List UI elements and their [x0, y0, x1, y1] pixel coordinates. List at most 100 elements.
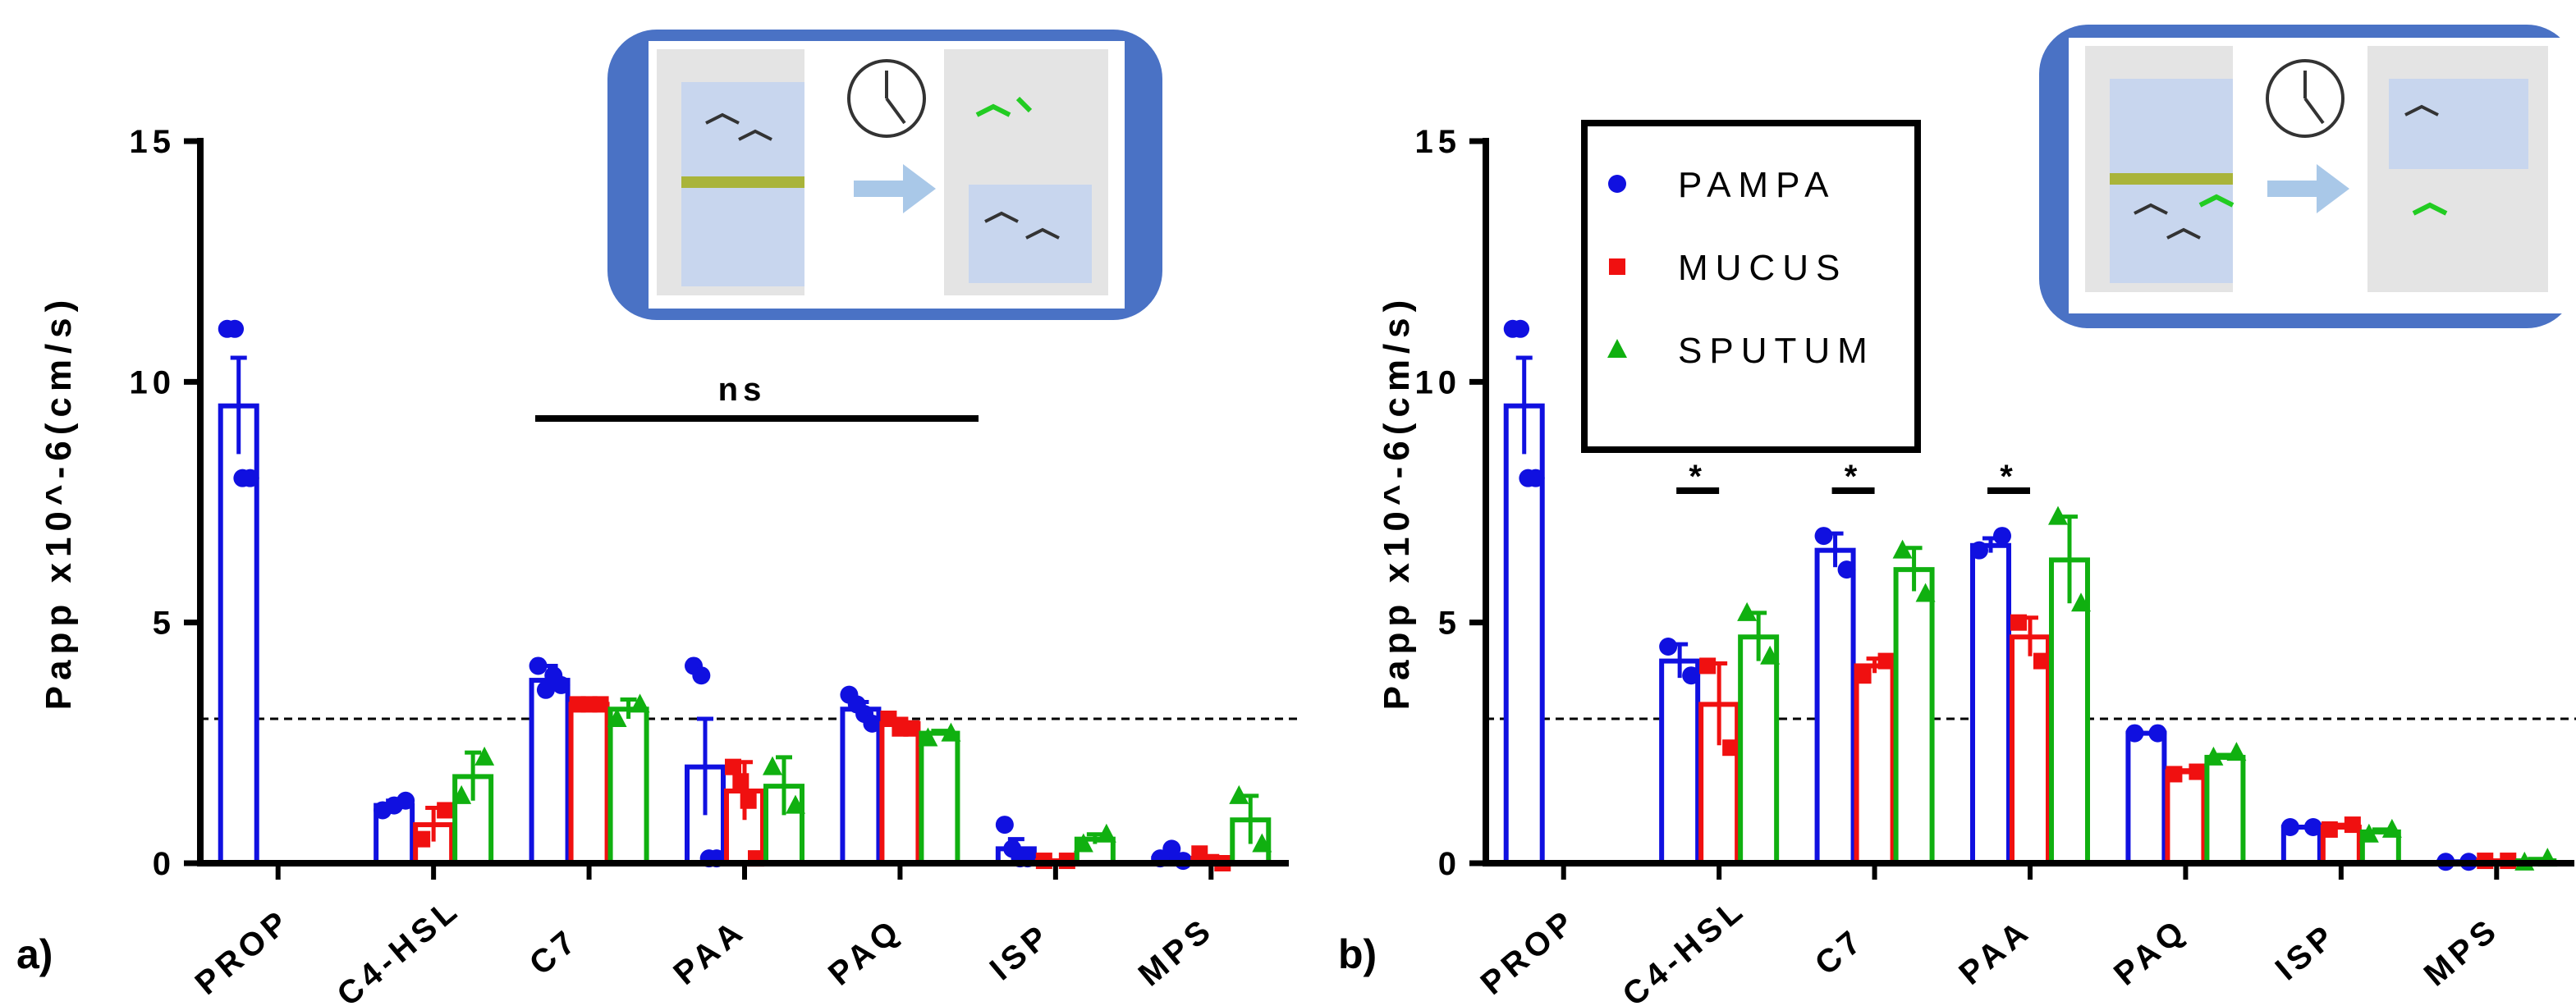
y-tick-label: 15 — [130, 124, 176, 160]
data-point — [529, 656, 548, 675]
data-point — [1096, 823, 1116, 843]
data-point — [1854, 667, 1872, 684]
bar — [1970, 542, 2011, 866]
x-tick-label: PAA — [1952, 912, 2037, 992]
data-point — [1837, 560, 1856, 579]
data-point — [552, 675, 571, 694]
data-point — [536, 680, 555, 699]
y-axis-label: Papp x10^-6(cm/s) — [39, 295, 79, 711]
inset-diagram-b — [2039, 25, 2576, 328]
data-point — [474, 746, 495, 766]
data-point — [1073, 833, 1093, 853]
data-point — [1970, 541, 1988, 560]
data-point — [2381, 818, 2402, 838]
data-point — [786, 794, 805, 814]
y-tick-label: 5 — [1438, 606, 1461, 642]
data-point — [2048, 505, 2068, 525]
data-point — [2226, 742, 2247, 761]
annotation: ns — [718, 372, 767, 408]
data-point — [2321, 821, 2338, 838]
data-point — [2189, 763, 2206, 780]
data-point — [725, 758, 741, 775]
data-point — [903, 720, 920, 737]
data-point — [1993, 527, 2011, 546]
data-point — [2033, 652, 2050, 670]
bar — [1738, 634, 1780, 866]
data-point — [1814, 527, 1833, 546]
data-point — [2071, 592, 2091, 612]
x-tick-label: ISP — [2269, 917, 2344, 988]
y-axis-label: Papp x10^-6(cm/s) — [1377, 295, 1417, 711]
bar — [2125, 730, 2167, 866]
data-point — [1252, 833, 1272, 853]
data-point — [2125, 724, 2144, 743]
data-point — [2203, 746, 2224, 766]
annotation: * — [1689, 459, 1707, 495]
y-tick-label: 15 — [1415, 124, 1462, 160]
bar — [1698, 702, 1740, 867]
legend-label: SPUTUM — [1678, 331, 1875, 371]
data-point — [451, 784, 472, 804]
data-point — [1191, 845, 1208, 862]
data-point — [1526, 469, 1545, 487]
y-tick-label: 5 — [153, 606, 176, 642]
y-tick-label: 10 — [130, 364, 176, 400]
data-point — [692, 666, 711, 685]
bar — [529, 678, 571, 866]
data-point — [1229, 784, 1249, 804]
data-point — [630, 693, 650, 713]
x-tick-label: C7 — [1808, 921, 1872, 982]
x-tick-label: C4-HSL — [1616, 890, 1753, 1006]
data-point — [2010, 614, 2027, 631]
inset-diagram-a — [607, 30, 1162, 320]
data-point — [437, 802, 454, 819]
bar — [2204, 754, 2246, 867]
data-point — [732, 773, 749, 790]
data-point — [941, 722, 961, 742]
annotation: * — [1845, 459, 1863, 495]
data-point — [995, 816, 1014, 835]
panel-label: a) — [16, 931, 53, 977]
data-point — [740, 792, 757, 809]
data-point — [2303, 818, 2322, 836]
data-point — [2344, 816, 2361, 834]
bar — [919, 730, 960, 866]
data-point — [1877, 652, 1895, 670]
bar — [879, 720, 921, 866]
data-point — [607, 708, 627, 727]
data-point — [1892, 539, 1913, 559]
x-tick-label: MPS — [2418, 911, 2506, 994]
legend-label: PAMPA — [1678, 165, 1836, 205]
data-point — [1915, 583, 1936, 602]
data-point — [1511, 319, 1530, 338]
data-point — [396, 791, 415, 810]
y-tick-label: 0 — [1438, 846, 1461, 882]
legend-marker — [1607, 339, 1627, 358]
bar — [2165, 769, 2207, 866]
y-tick-label: 10 — [1415, 364, 1462, 400]
data-point — [1699, 657, 1717, 674]
data-point — [863, 714, 882, 733]
x-tick-label: PAQ — [822, 911, 909, 992]
bar — [1893, 567, 1935, 867]
bar — [1854, 663, 1895, 867]
x-tick-label: PROP — [1474, 902, 1584, 1002]
x-tick-label: C7 — [523, 921, 586, 982]
data-point — [241, 469, 259, 487]
x-tick-label: PAA — [667, 912, 752, 992]
panel-label: b) — [1338, 931, 1377, 977]
data-point — [1722, 739, 1739, 757]
data-point — [2358, 823, 2379, 843]
legend-label: MUCUS — [1678, 248, 1847, 288]
data-point — [2148, 724, 2167, 743]
data-point — [592, 696, 609, 713]
data-point — [2166, 766, 2183, 783]
data-point — [1682, 666, 1701, 685]
data-point — [2280, 818, 2299, 836]
bar — [1814, 547, 1856, 867]
bar — [2010, 634, 2051, 866]
x-tick-label: MPS — [1132, 911, 1221, 994]
legend-marker — [1608, 175, 1626, 193]
bar — [568, 702, 610, 867]
